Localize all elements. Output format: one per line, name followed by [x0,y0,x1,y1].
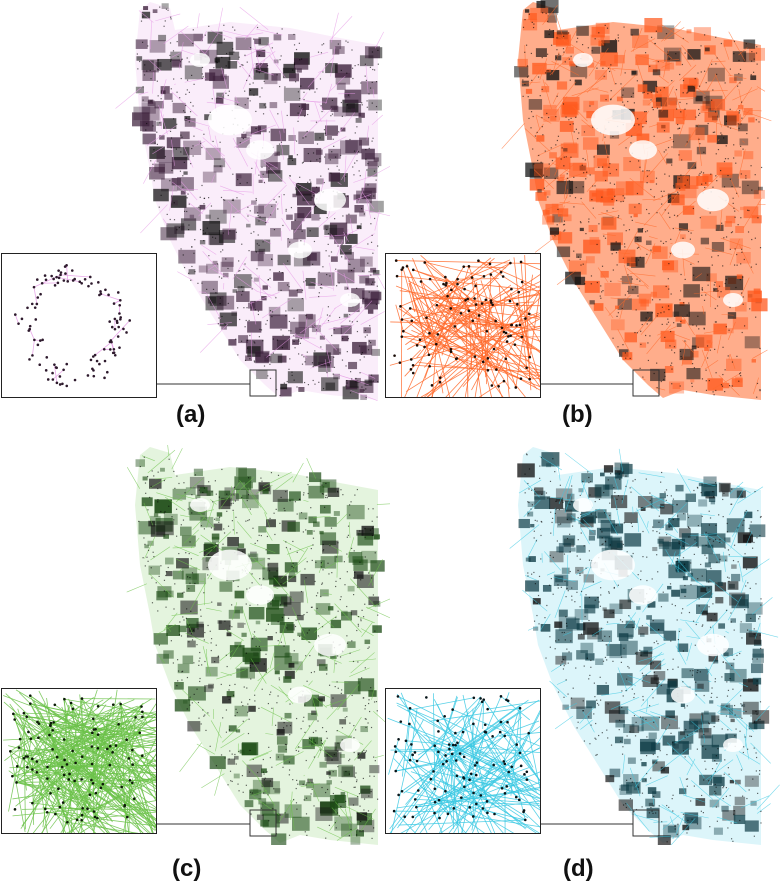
map-network-b [501,0,772,400]
caption-b: (b) [562,401,593,428]
inset-network-b [389,255,540,397]
panel-c: (c) [0,445,390,892]
panel-a: (a) [0,0,390,440]
map-density-layer [501,0,772,400]
inset-network-c [3,689,156,833]
zoom-region-box [632,809,660,837]
map-density-layer [126,445,390,845]
zoom-region-box [632,369,660,397]
inset-network-a [13,263,132,388]
zoom-inset-b [385,253,541,398]
zoom-inset-c [1,688,157,834]
map-density-layer [509,447,780,845]
map-network-a [115,2,390,401]
panel-d: (d) [385,445,781,892]
zoom-region-box [249,369,277,397]
inset-network-d [387,692,540,833]
map-density-layer [115,2,390,401]
map-network-d [509,447,780,845]
zoom-inset-d [385,688,541,834]
map-network-c [126,445,390,845]
panel-b: (b) [385,0,781,440]
zoom-inset-a [1,253,157,398]
zoom-region-box [249,809,277,837]
caption-a: (a) [176,401,206,428]
caption-d: (d) [563,855,594,882]
caption-c: (c) [172,855,202,882]
